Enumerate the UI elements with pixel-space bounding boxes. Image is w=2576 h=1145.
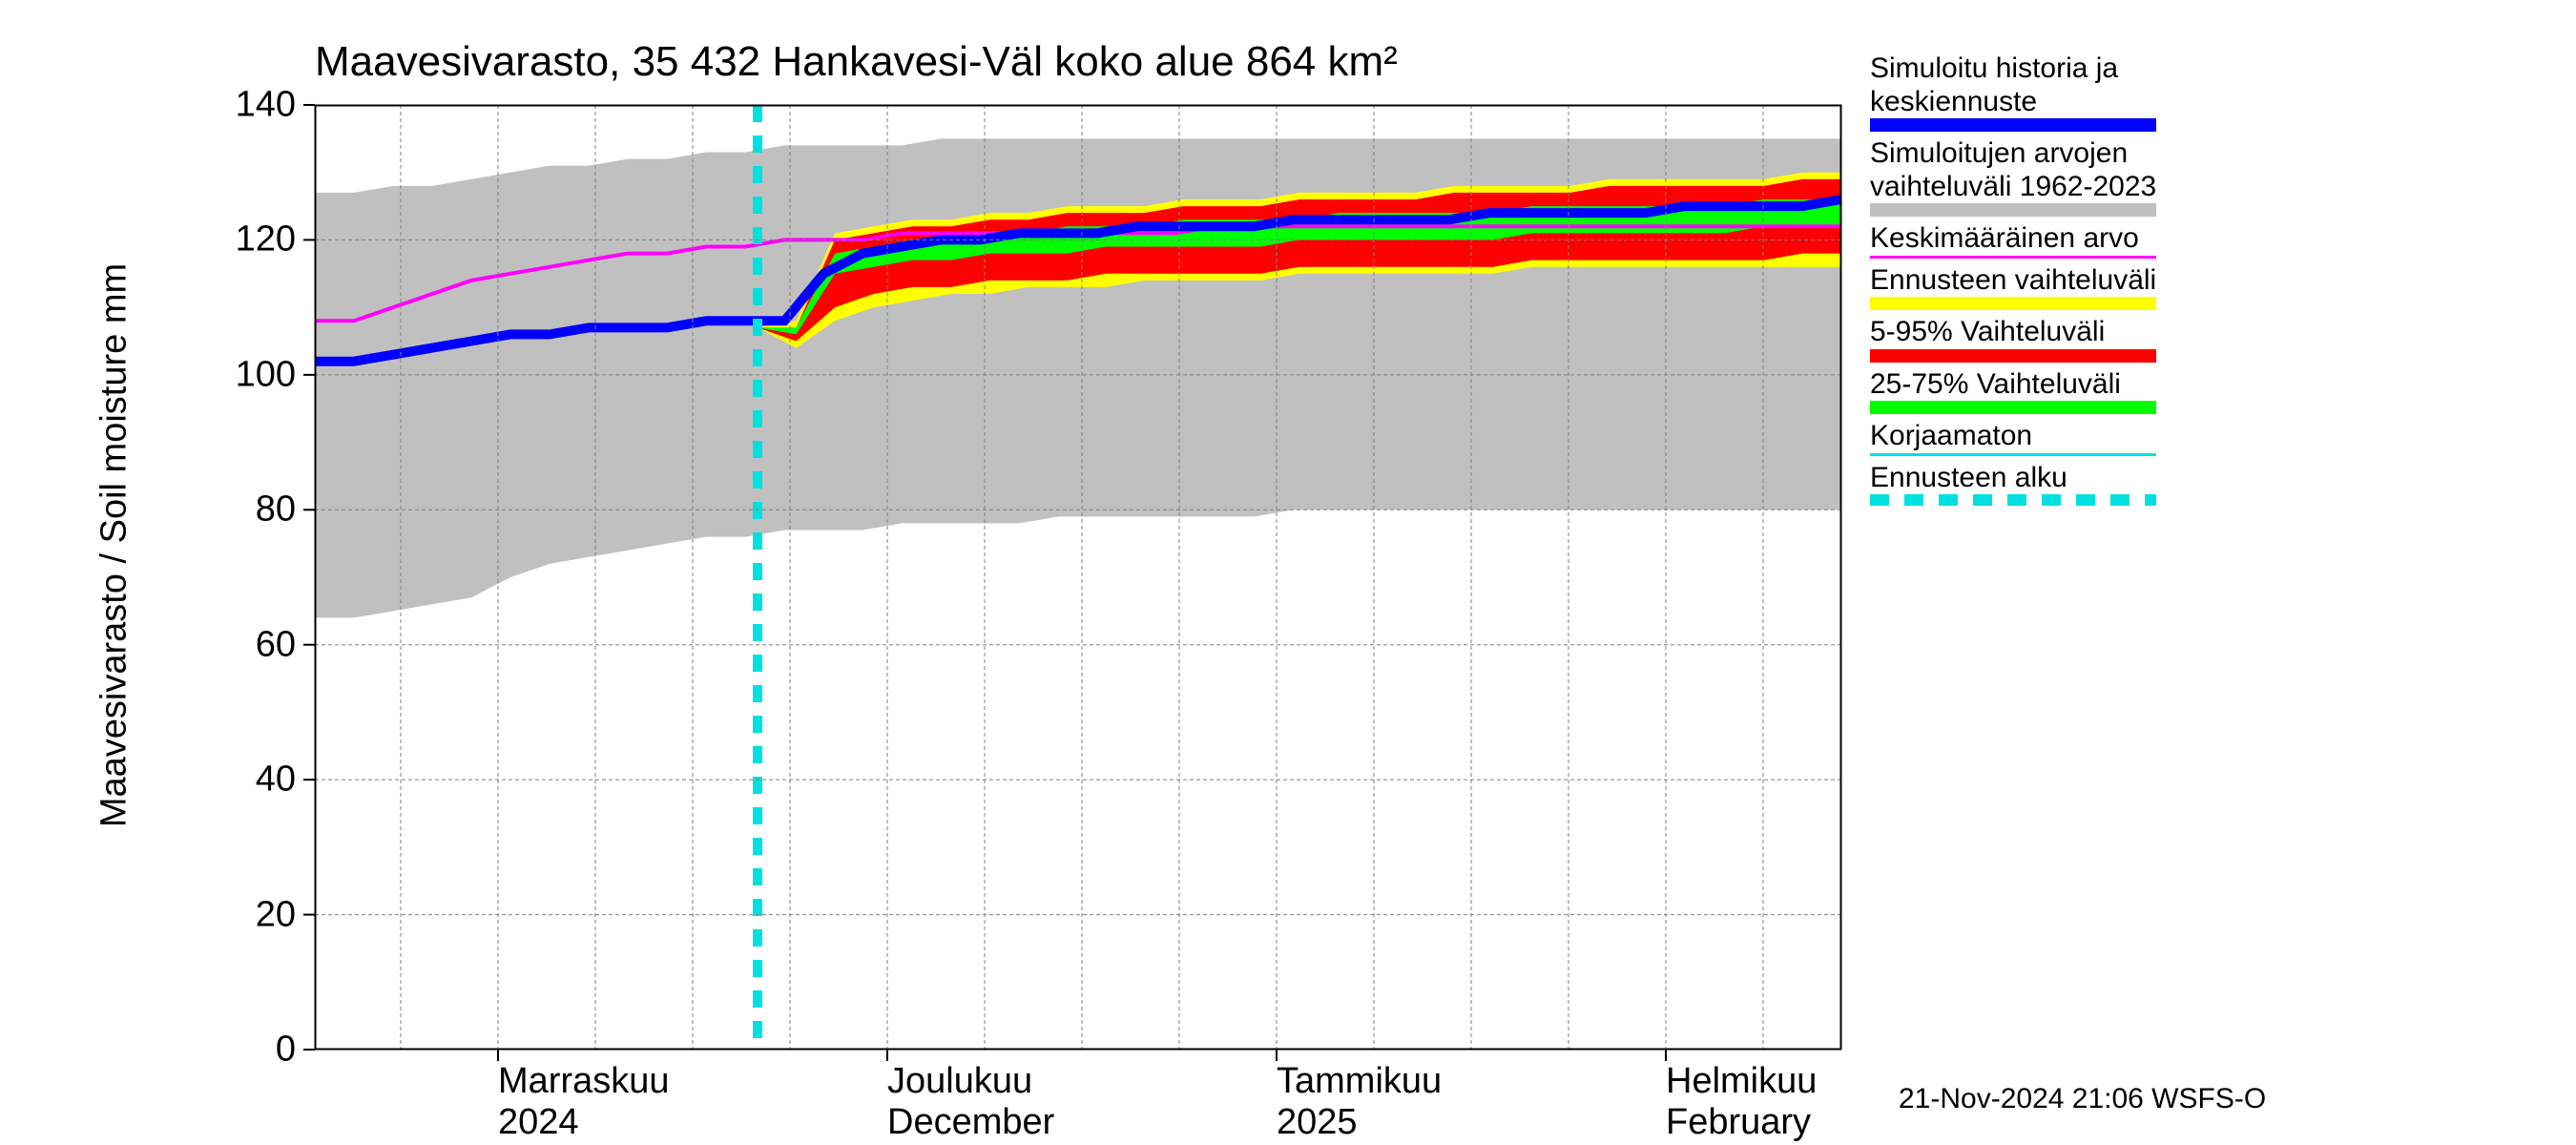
y-tick-label: 100 xyxy=(219,354,296,395)
legend-swatch xyxy=(1870,494,2156,506)
legend-swatch xyxy=(1870,118,2156,132)
plot-area xyxy=(315,105,1841,1050)
y-tick-label: 0 xyxy=(219,1030,296,1071)
legend-swatch xyxy=(1870,401,2156,414)
legend-swatch xyxy=(1870,256,2156,259)
legend-entry: Korjaamaton xyxy=(1870,420,2156,456)
legend-entry: 5-95% Vaihteluväli xyxy=(1870,316,2156,363)
legend-entry: Simuloitujen arvojen vaihteluväli 1962-2… xyxy=(1870,137,2156,217)
legend-label: 5-95% Vaihteluväli xyxy=(1870,316,2156,349)
legend-swatch xyxy=(1870,297,2156,310)
legend-label: Keskimääräinen arvo xyxy=(1870,222,2156,256)
legend: Simuloitu historia ja keskiennuste Simulo… xyxy=(1870,52,2156,511)
legend-label: Korjaamaton xyxy=(1870,420,2156,453)
legend-label: Ennusteen vaihteluväli xyxy=(1870,264,2156,298)
chart-container: Maavesivarasto, 35 432 Hankavesi-Väl kok… xyxy=(0,0,2576,1145)
x-tick-label: Joulukuu December xyxy=(887,1061,1054,1143)
legend-entry: Keskimääräinen arvo xyxy=(1870,222,2156,259)
footer-timestamp: 21-Nov-2024 21:06 WSFS-O xyxy=(1899,1083,2266,1115)
legend-label: Simuloitu historia ja keskiennuste xyxy=(1870,52,2156,118)
y-tick-label: 40 xyxy=(219,760,296,801)
y-tick-label: 20 xyxy=(219,894,296,935)
legend-swatch xyxy=(1870,453,2156,456)
legend-entry: Simuloitu historia ja keskiennuste xyxy=(1870,52,2156,132)
legend-swatch xyxy=(1870,203,2156,217)
x-tick-label: Helmikuu February xyxy=(1666,1061,1817,1143)
legend-swatch xyxy=(1870,349,2156,363)
legend-entry: Ennusteen vaihteluväli xyxy=(1870,264,2156,311)
legend-entry: Ennusteen alku xyxy=(1870,462,2156,507)
legend-label: Ennusteen alku xyxy=(1870,462,2156,495)
chart-title: Maavesivarasto, 35 432 Hankavesi-Väl kok… xyxy=(315,38,1398,86)
y-tick-label: 140 xyxy=(219,85,296,126)
y-tick-label: 120 xyxy=(219,219,296,260)
x-tick-label: Marraskuu 2024 xyxy=(498,1061,670,1143)
y-tick-label: 60 xyxy=(219,624,296,665)
legend-label: Simuloitujen arvojen vaihteluväli 1962-2… xyxy=(1870,137,2156,203)
y-tick-label: 80 xyxy=(219,489,296,531)
legend-entry: 25-75% Vaihteluväli xyxy=(1870,368,2156,415)
legend-label: 25-75% Vaihteluväli xyxy=(1870,368,2156,402)
y-axis-label: Maavesivarasto / Soil moisture mm xyxy=(94,212,135,880)
x-tick-label: Tammikuu 2025 xyxy=(1277,1061,1442,1143)
